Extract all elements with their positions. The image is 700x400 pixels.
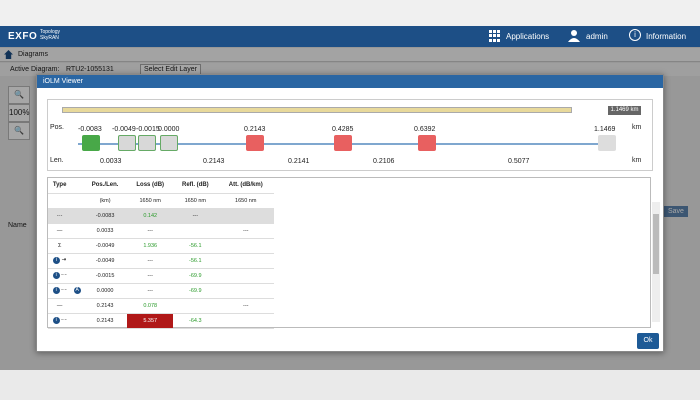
nav-bar: Diagrams: [0, 48, 700, 62]
zoom-out-button[interactable]: 🔍: [8, 122, 30, 140]
event-table: Type Pos./Len. Loss (dB) Refl. (dB) Att. (dB…: [47, 177, 660, 329]
exfo-logo: EXFO: [8, 31, 38, 42]
fiber-bar: [62, 107, 572, 113]
table-row[interactable]: Σ -0.0049 1.936 -56.1: [48, 238, 274, 254]
table-row[interactable]: i -·- A 0.0000 --- -69.9: [48, 283, 274, 299]
user-menu[interactable]: admin: [586, 32, 608, 41]
col-header: Refl. (dB): [173, 178, 218, 194]
active-value: RTU2-1055131: [66, 66, 114, 73]
info-icon[interactable]: i: [629, 29, 641, 41]
active-diagram-bar: Active Diagram: RTU2-1055131 Select Edit…: [0, 63, 700, 76]
information-link[interactable]: Information: [646, 32, 687, 41]
active-label: Active Diagram:: [10, 66, 60, 73]
applications-link[interactable]: Applications: [506, 32, 550, 41]
user-icon[interactable]: [568, 29, 580, 42]
col-header: Loss (dB): [127, 178, 174, 194]
table-row[interactable]: i ⇥ -0.0049 --- -56.1: [48, 253, 274, 269]
len-unit: km: [632, 157, 642, 164]
table-row[interactable]: —0.0033 --- ---: [48, 223, 274, 239]
pos-value: 0.0000: [158, 126, 180, 133]
home-icon[interactable]: [4, 50, 13, 59]
zoom-level: 100%: [8, 104, 30, 122]
pos-value: 1.1469: [594, 126, 616, 133]
len-value: 0.0033: [100, 158, 122, 165]
events-grid: Type Pos./Len. Loss (dB) Refl. (dB) Att. (dB…: [48, 178, 274, 329]
len-value: 0.2141: [288, 158, 310, 165]
table-row[interactable]: i -·- 0.2143 5.357 -64.3: [48, 313, 274, 329]
event-fail[interactable]: [246, 135, 264, 151]
save-button[interactable]: Save: [664, 206, 688, 217]
col-header: Att. (dB/km): [217, 178, 274, 194]
event-launch[interactable]: [82, 135, 100, 151]
event-end[interactable]: [598, 135, 616, 151]
len-value: 0.2143: [203, 158, 225, 165]
col-header: Pos./Len.: [82, 178, 128, 194]
table-row[interactable]: -·- -0.0083 0.142 ---: [48, 208, 274, 224]
product-name: Topology SkyRAN: [40, 29, 61, 41]
table-row[interactable]: i -·- -0.0015 --- -69.9: [48, 268, 274, 284]
event-connector[interactable]: [118, 135, 136, 151]
name-label: Name: [8, 222, 27, 229]
event-fail[interactable]: [418, 135, 436, 151]
diagrams-menu[interactable]: Diagrams: [18, 51, 48, 58]
applications-icon[interactable]: [489, 30, 501, 42]
zoom-in-button[interactable]: 🔍: [8, 86, 30, 104]
pos-value: 0.4285: [332, 126, 354, 133]
pos-unit: km: [632, 124, 642, 131]
iolm-viewer-dialog: iOLM Viewer 1.1469 km Pos. Len. km km -0…: [36, 74, 664, 352]
distance-badge: 1.1469 km: [608, 106, 641, 115]
dialog-title: iOLM Viewer: [37, 75, 663, 88]
len-value: 0.5077: [508, 158, 530, 165]
pos-value: 0.6392: [414, 126, 436, 133]
event-fail[interactable]: [334, 135, 352, 151]
col-header: Type: [48, 178, 72, 194]
pos-value: -0.0049: [112, 126, 136, 133]
table-row[interactable]: —0.2143 0.078 ---: [48, 298, 274, 314]
pos-value: -0.0015: [136, 126, 160, 133]
top-bar: EXFO Topology SkyRAN Applications admin i…: [0, 26, 700, 47]
pos-label: Pos.: [50, 124, 65, 131]
event-connector[interactable]: [160, 135, 178, 151]
link-view: 1.1469 km Pos. Len. km km -0.0083 -0.004…: [47, 99, 653, 171]
table-scrollbar[interactable]: [652, 202, 660, 322]
len-label: Len.: [50, 157, 64, 164]
pos-value: 0.2143: [244, 126, 266, 133]
len-value: 0.2106: [373, 158, 395, 165]
event-connector[interactable]: [138, 135, 156, 151]
pos-value: -0.0083: [78, 126, 102, 133]
ok-button[interactable]: Ok: [637, 333, 659, 349]
